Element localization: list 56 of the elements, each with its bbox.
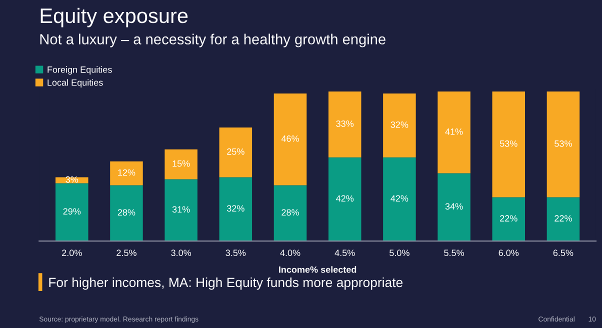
text: For higher incomes, MA: High Equity funds more appropriate <box>49 277 403 290</box>
bar <box>274 94 307 186</box>
data-label: 28% <box>118 209 136 216</box>
x-tick-label: 4.5% <box>334 250 355 256</box>
data-label: 53% <box>554 140 572 147</box>
data-label: 3% <box>66 176 78 183</box>
x-tick-label: 2.0% <box>62 250 82 256</box>
bar <box>110 161 143 186</box>
bar <box>438 92 470 174</box>
bar <box>164 149 198 180</box>
bar <box>164 179 198 242</box>
chart-subtitle: Not a luxury – a necessity for a healthy growth engine <box>40 34 386 48</box>
data-label: 42% <box>390 195 408 202</box>
data-label: 32% <box>226 205 244 212</box>
data-label: 25% <box>227 148 244 155</box>
bar <box>546 197 580 242</box>
x-tick-label: 5.0% <box>390 250 410 256</box>
bar <box>328 92 362 158</box>
bar <box>110 185 143 242</box>
legend-label: Foreign Equities <box>48 66 112 75</box>
x-tick-label: 3.5% <box>226 250 246 256</box>
data-label: 32% <box>390 121 408 128</box>
data-label: 12% <box>118 169 136 176</box>
bar <box>383 157 416 242</box>
x-tick-label: 6.5% <box>553 250 574 256</box>
data-label: 29% <box>63 208 81 215</box>
data-label: 15% <box>172 160 190 167</box>
data-label: 22% <box>554 215 572 222</box>
x-tick-label: 4.0% <box>280 250 300 256</box>
bar <box>56 183 88 242</box>
x-axis-title: Income% selected <box>279 266 356 273</box>
x-tick-label: 2.5% <box>116 250 136 256</box>
legend-label: Local Equities <box>48 79 103 88</box>
data-label: 33% <box>336 120 354 127</box>
data-label: 28% <box>282 209 299 216</box>
data-label: 53% <box>500 140 518 147</box>
bar <box>492 92 526 198</box>
data-label: 42% <box>336 195 354 202</box>
x-tick-label: 5.5% <box>444 250 464 256</box>
data-label: 46% <box>281 135 299 142</box>
bar <box>219 127 252 178</box>
bar <box>328 157 362 242</box>
chart-title: Equity exposure <box>40 8 188 28</box>
x-tick-label: 6.0% <box>498 250 519 256</box>
bar <box>546 92 580 198</box>
bar <box>274 185 307 242</box>
data-label: 41% <box>445 128 463 135</box>
bar <box>383 94 416 158</box>
data-label: 22% <box>500 215 518 222</box>
bar <box>219 177 252 242</box>
data-label: 31% <box>172 206 190 213</box>
data-label: 34% <box>445 203 463 210</box>
bar <box>56 177 88 184</box>
x-tick-label: 3.0% <box>171 250 192 256</box>
bar <box>492 197 526 242</box>
bar <box>438 173 470 242</box>
